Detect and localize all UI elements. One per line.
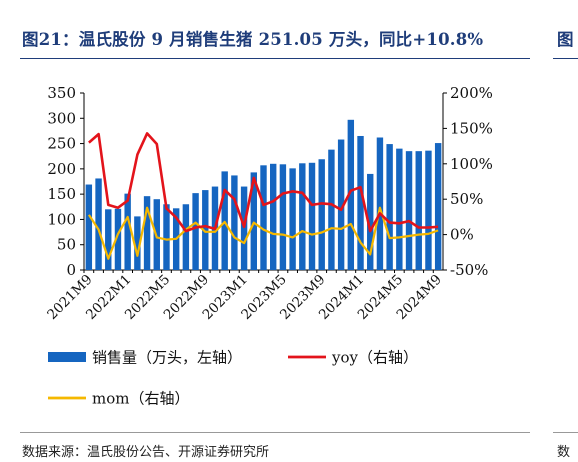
legend-label: 销售量（万头，左轴） <box>92 349 242 367</box>
right-tick-label: 0% <box>450 226 474 244</box>
next-footer-divider <box>553 432 578 433</box>
bar <box>202 190 209 270</box>
left-tick-label: 150 <box>47 185 76 203</box>
bar <box>367 173 374 270</box>
bar <box>308 162 316 270</box>
legend-label: yoy（右轴） <box>331 349 418 367</box>
bar <box>279 164 287 270</box>
mom-line <box>87 206 439 260</box>
left-tick-label: 200 <box>47 160 76 178</box>
bar <box>231 175 238 270</box>
bar <box>95 178 102 270</box>
right-tick-label: 200% <box>450 84 493 102</box>
legend-swatch-bar <box>48 352 86 362</box>
bar <box>396 148 403 270</box>
bar <box>289 168 296 270</box>
legend-label: mom（右轴） <box>92 390 189 408</box>
bar <box>85 184 93 270</box>
bar <box>221 171 228 270</box>
bar <box>337 139 345 270</box>
bar <box>405 151 413 270</box>
bar <box>425 150 432 270</box>
footer-divider <box>20 432 530 433</box>
bar <box>250 172 257 270</box>
left-tick-label: 350 <box>47 84 76 102</box>
left-tick-label: 250 <box>47 135 76 153</box>
left-tick-label: 0 <box>66 261 76 279</box>
bar <box>434 143 442 270</box>
left-tick-label: 50 <box>57 236 76 254</box>
bar <box>328 149 335 270</box>
bar <box>347 119 355 270</box>
bar <box>163 204 170 270</box>
left-tick-label: 100 <box>47 210 76 228</box>
next-data-source-fragment: 数 <box>557 445 571 460</box>
chart-title: 图21：温氏股份 9 月销售生猪 251.05 万头，同比+10.8% <box>22 30 484 49</box>
left-tick-label: 300 <box>47 109 76 127</box>
right-tick-label: 50% <box>450 190 483 208</box>
title-divider <box>20 58 530 59</box>
bar <box>105 209 112 270</box>
bar <box>143 196 151 270</box>
bar <box>124 193 131 270</box>
right-tick-label: 100% <box>450 155 493 173</box>
data-source: 数据来源：温氏股份公告、开源证券研究所 <box>22 445 270 460</box>
bar <box>182 204 190 270</box>
bar <box>192 193 199 270</box>
next-title-divider <box>553 58 578 59</box>
yoy-line <box>88 132 439 233</box>
bar <box>260 165 267 270</box>
bar <box>134 216 141 270</box>
next-chart-title-fragment: 图 <box>557 30 574 49</box>
bar <box>299 163 306 270</box>
right-tick-label: 150% <box>450 119 493 137</box>
bar <box>357 135 364 270</box>
bar <box>318 159 325 270</box>
right-tick-label: -50% <box>450 261 488 279</box>
sales-chart: 0 50 100 150 200 250 300 350 -50% 0% 50% 100% 150% 20… <box>44 84 493 408</box>
bar <box>376 137 384 270</box>
chart-legend: 销售量（万头，左轴） yoy（右轴） mom（右轴） <box>48 349 418 408</box>
line-series <box>87 132 439 260</box>
bar-series <box>85 119 442 270</box>
bar <box>270 163 277 270</box>
bar <box>114 208 122 270</box>
bar <box>415 151 422 270</box>
bar <box>240 186 248 270</box>
bar <box>386 144 393 270</box>
